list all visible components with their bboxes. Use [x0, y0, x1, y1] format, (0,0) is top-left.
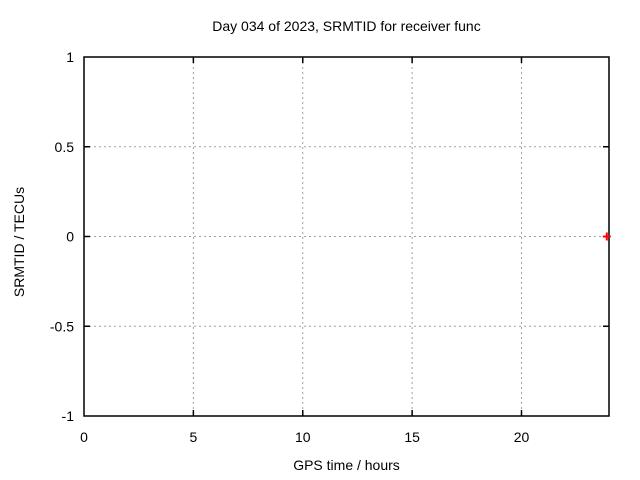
y-tick-label: -0.5 [50, 318, 74, 334]
y-tick-label: 0.5 [55, 139, 75, 155]
x-tick-label: 0 [80, 429, 88, 445]
y-tick-label: 0 [66, 229, 74, 245]
x-tick-label: 15 [404, 429, 420, 445]
y-tick-label: 1 [66, 49, 74, 65]
x-tick-label: 10 [295, 429, 311, 445]
x-tick-label: 20 [514, 429, 530, 445]
x-axis-label: GPS time / hours [293, 457, 400, 473]
y-tick-label: -1 [62, 408, 75, 424]
data-point-marker [602, 232, 611, 241]
x-tick-label: 5 [189, 429, 197, 445]
chart-title: Day 034 of 2023, SRMTID for receiver fun… [212, 18, 481, 34]
